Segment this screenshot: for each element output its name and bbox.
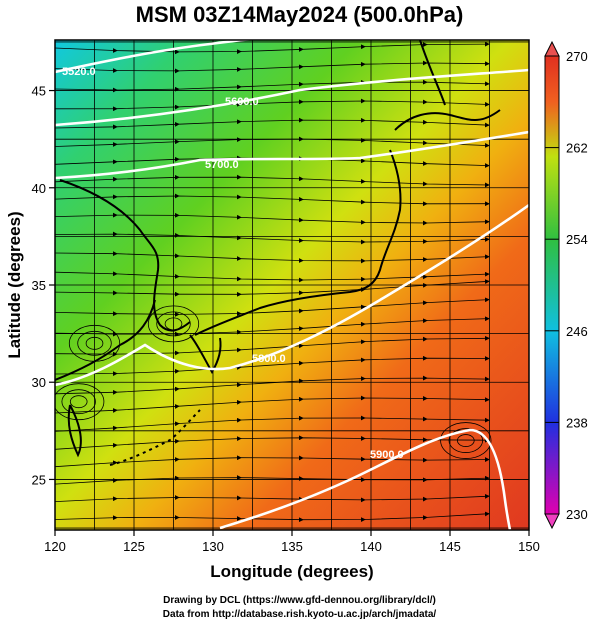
eddy-streamline [69,395,88,409]
contour-label-5520: 5520.0 [62,66,96,78]
contour-line-5520 [55,40,254,74]
streamline [55,395,490,414]
colorbar-top-arrow [544,40,560,57]
colorbar-tick-label: 246 [566,324,588,339]
streamline [55,316,490,337]
streamline [55,475,490,485]
contour-label-5800: 5800.0 [252,353,286,365]
streamline [55,231,490,245]
contour-labels: 5520.0 5600.0 5700.0 5800.0 5900.0 [62,66,404,461]
streamline [55,60,490,74]
eddy-streamline [77,330,112,356]
colorbar-tick-label: 238 [566,415,588,430]
coastline-mainland [55,299,156,381]
colorbar: 230 238 246 254 262 270 [544,40,588,530]
coastline-japan-honshu [194,149,402,336]
streamline [55,297,490,317]
streamline [55,511,490,523]
y-axis-label: Latitude (degrees) [5,211,24,358]
streamline [55,117,490,130]
contour-line-5900 [219,428,512,530]
colorbar-bottom-arrow [544,513,560,530]
streamline [55,212,490,226]
x-tick-label: 150 [518,539,540,554]
contour-label-5900: 5900.0 [370,449,404,461]
coastline-hokkaido [394,109,501,131]
streamline [55,193,490,207]
y-axis: 25 30 35 40 45 [32,84,55,487]
eddy-streamline [61,389,96,415]
streamline [55,98,490,112]
eddy-streamline [156,311,191,337]
plot-area: 5520.0 5600.0 5700.0 5800.0 5900.0 [55,40,529,530]
coastline-korea-china [59,179,191,332]
colorbar-tick-label: 270 [566,49,588,64]
coastline-taiwan [67,404,82,458]
contour-label-5600: 5600.0 [225,96,259,108]
x-tick-label: 140 [360,539,382,554]
contour-label-5700: 5700.0 [205,159,239,171]
streamline [55,79,490,93]
streamline [55,174,490,188]
y-tick-label: 45 [32,84,46,99]
y-tick-label: 30 [32,375,46,390]
y-tick-label: 40 [32,181,46,196]
streamline [55,435,490,450]
streamline [55,375,490,395]
x-tick-label: 125 [123,539,145,554]
credit-drawing: Drawing by DCL (https://www.gfd-dennou.o… [163,595,436,606]
colorbar-tick-label: 262 [566,141,588,156]
plot-title: MSM 03Z14May2024 (500.0hPa) [135,2,464,27]
coastline-japan-kyushu [189,334,222,374]
x-tick-label: 120 [44,539,66,554]
y-tick-label: 25 [32,472,46,487]
streamline [55,41,490,55]
x-axis: 120 125 130 135 140 145 150 [44,530,540,554]
eddy-streamline [55,383,105,421]
streamline [55,279,490,297]
coastlines [55,40,501,466]
contour-line-5600 [55,68,529,127]
streamline [55,355,490,376]
colorbar-scale [544,55,560,515]
streamline [55,493,490,503]
y-tick-label: 35 [32,278,46,293]
height-contours [55,40,529,530]
eddy-streamline [85,336,104,350]
x-tick-label: 130 [202,539,224,554]
credit-data: Data from http://database.rish.kyoto-u.a… [162,609,437,620]
eddy-streamline [448,428,483,453]
colorbar-tick-label: 254 [566,232,588,247]
eddy-streamline [456,434,475,447]
contour-line-5700 [55,130,529,180]
contour-line-5800 [55,203,529,387]
streamline [55,415,490,432]
streamline [55,455,490,468]
streamline [55,136,490,148]
streamline [55,251,490,264]
eddy-streamline [147,305,200,343]
coastline-ryukyu [109,409,201,466]
x-tick-label: 145 [439,539,461,554]
eddy-streamline [440,422,492,459]
colorbar-tick-label: 230 [566,507,588,522]
x-tick-label: 135 [281,539,303,554]
x-axis-label: Longitude (degrees) [210,562,373,581]
